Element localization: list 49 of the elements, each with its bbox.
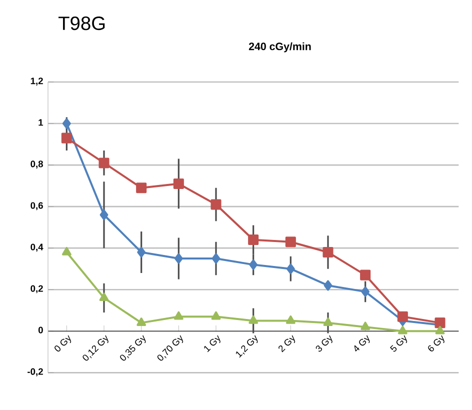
point [286, 315, 296, 324]
point [62, 246, 72, 256]
y-tick-label: 0,8 [30, 160, 43, 169]
point [136, 182, 147, 194]
point [324, 280, 332, 291]
point [249, 259, 258, 270]
point [323, 318, 333, 326]
point [98, 158, 110, 168]
point [360, 322, 370, 330]
x-tick-label: 2 Gy [278, 335, 296, 352]
x-tick-label: 1 Gy [204, 335, 220, 352]
point [62, 118, 71, 129]
point [173, 178, 184, 189]
point [361, 286, 370, 297]
point [397, 311, 408, 322]
point [360, 270, 371, 280]
point [100, 210, 108, 220]
chart-subtitle: 240 cGy/min [248, 42, 311, 52]
y-tick-label: 0,2 [30, 285, 43, 294]
point [435, 326, 445, 334]
y-tick-label: 0,4 [30, 244, 44, 252]
point [285, 236, 296, 248]
point [210, 199, 222, 210]
point [286, 264, 295, 274]
point [99, 292, 109, 302]
y-tick-label: 0,6 [30, 202, 43, 210]
y-tick-label: 1,2 [30, 78, 43, 86]
chart-title: T98G [58, 16, 105, 30]
point [61, 132, 72, 144]
point [398, 326, 408, 334]
x-tick-label: 4 Gy [354, 335, 370, 352]
point [212, 253, 220, 264]
x-tick-label: 0 Gy [54, 335, 72, 352]
point [248, 315, 258, 324]
x-tick-label: 5 Gy [390, 335, 408, 352]
x-tick-label: 1,2 Gy [236, 335, 258, 358]
x-tick-label: 0,70 Gy [157, 335, 184, 361]
y-tick-label: 1 [38, 119, 44, 126]
point [174, 253, 183, 264]
x-tick-label: 3 Gy [316, 335, 332, 352]
point [137, 246, 146, 258]
point [211, 311, 221, 320]
point [322, 246, 334, 258]
y-tick-label: 0 [38, 326, 43, 334]
point [136, 318, 146, 326]
point [248, 234, 259, 246]
y-tick-label: -0,2 [28, 368, 43, 376]
point [174, 311, 184, 320]
x-tick-label: 6 Gy [428, 335, 444, 352]
